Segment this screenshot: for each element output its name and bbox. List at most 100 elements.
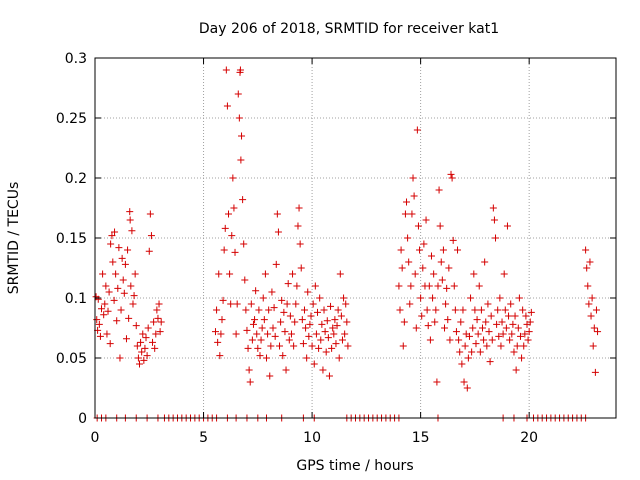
data-point [526,318,534,326]
data-point [116,354,124,362]
data-point [412,324,420,332]
data-point [125,314,133,322]
data-point [472,340,480,348]
data-point [522,312,530,320]
data-point [481,258,489,266]
data-point [332,340,340,348]
data-point [464,354,472,362]
data-point [432,306,440,314]
data-point [257,336,265,344]
data-point [488,336,496,344]
data-point [271,332,279,340]
data-point [519,306,527,314]
data-point [469,324,477,332]
data-point [232,330,240,338]
data-point [404,234,412,242]
data-point [418,312,426,320]
data-point [156,328,164,336]
data-point [122,335,130,343]
data-point [98,305,106,313]
data-point [435,186,443,194]
data-point [497,342,505,350]
data-point [225,210,233,218]
data-point [143,352,151,360]
data-point [282,366,290,374]
data-point [585,300,593,308]
data-point [509,320,517,328]
data-point [141,344,149,352]
data-point [127,282,135,290]
data-point [274,228,282,236]
data-point [144,324,152,332]
data-point [293,282,301,290]
data-point [153,306,161,314]
marks-layer [92,66,602,422]
data-point [492,234,500,242]
data-point [278,296,286,304]
data-point [321,328,329,336]
data-point [124,246,132,254]
data-point [266,372,274,380]
grid-layer [95,58,616,418]
data-point [436,222,444,230]
data-point [584,282,592,290]
y-tick-label: 0.3 [65,51,87,67]
x-tick-label: 15 [412,430,430,446]
data-point [582,246,590,254]
data-point [133,342,141,350]
data-point [306,320,314,328]
data-point [265,306,273,314]
data-point [296,240,304,248]
data-point [241,276,249,284]
data-point [486,358,494,366]
data-point [487,312,495,320]
data-point [342,300,350,308]
data-point [147,232,155,240]
data-point [334,306,342,314]
data-point [285,336,293,344]
data-point [524,336,532,344]
data-point [218,316,226,324]
data-point [520,342,528,350]
data-point [442,300,450,308]
data-point [463,384,471,392]
data-point [99,270,107,278]
data-point [508,330,516,338]
data-point [450,282,458,290]
data-point [312,330,320,338]
data-point [328,344,336,352]
data-point [480,336,488,344]
data-point [276,342,284,350]
data-point [222,66,230,74]
data-point [431,318,439,326]
data-point [107,240,115,248]
data-point [589,342,597,350]
data-point [405,258,413,266]
y-tick-label: 0 [78,411,87,427]
data-point [213,306,221,314]
data-point [399,342,407,350]
data-point [314,308,322,316]
data-point [268,288,276,296]
data-point [151,344,159,352]
data-point [527,308,535,316]
data-point [419,264,427,272]
data-point [270,304,278,312]
data-point [503,222,511,230]
y-tick-label: 0.2 [65,171,87,187]
data-point [295,204,303,212]
data-point [482,318,490,326]
data-point [262,354,270,362]
data-point [444,316,452,324]
data-point [126,216,134,224]
data-point [216,352,224,360]
data-point [113,317,121,325]
data-point [424,322,432,330]
data-point [329,324,337,332]
x-tick-label: 0 [91,430,100,446]
data-point [485,328,493,336]
data-point [426,336,434,344]
data-point [340,294,348,302]
data-point [447,170,455,178]
